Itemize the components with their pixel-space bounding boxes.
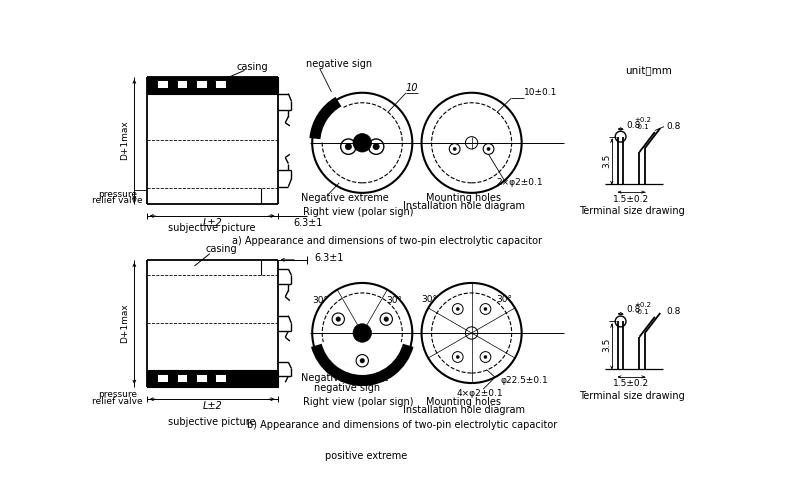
Circle shape bbox=[336, 317, 341, 322]
Text: 6.3±1: 6.3±1 bbox=[314, 253, 344, 263]
Text: 0.8: 0.8 bbox=[626, 121, 641, 130]
Circle shape bbox=[487, 148, 490, 151]
Text: D+1max: D+1max bbox=[121, 120, 130, 160]
Circle shape bbox=[456, 355, 459, 358]
Text: Mounting holes: Mounting holes bbox=[426, 193, 502, 203]
Circle shape bbox=[346, 144, 351, 150]
Text: relief valve: relief valve bbox=[92, 397, 142, 406]
Bar bbox=[215, 81, 226, 88]
Text: +0.2: +0.2 bbox=[634, 117, 651, 123]
Text: Negative extreme: Negative extreme bbox=[301, 373, 389, 383]
Bar bbox=[177, 81, 187, 88]
Text: subjective picture: subjective picture bbox=[168, 417, 256, 427]
Circle shape bbox=[456, 308, 459, 311]
Bar bbox=[158, 374, 168, 382]
Bar bbox=[196, 374, 206, 382]
Text: L±2: L±2 bbox=[202, 401, 222, 411]
Bar bbox=[146, 77, 278, 93]
Bar bbox=[215, 374, 226, 382]
Circle shape bbox=[453, 148, 456, 151]
Text: a) Appearance and dimensions of two-pin electrolytic capacitor: a) Appearance and dimensions of two-pin … bbox=[232, 236, 542, 246]
Bar bbox=[196, 374, 206, 382]
Text: casing: casing bbox=[206, 244, 237, 254]
Text: D+1max: D+1max bbox=[121, 304, 130, 343]
Text: 2×φ2±0.1: 2×φ2±0.1 bbox=[496, 178, 543, 187]
Circle shape bbox=[353, 134, 371, 152]
Bar bbox=[146, 370, 278, 387]
Circle shape bbox=[484, 355, 487, 358]
Bar bbox=[215, 374, 226, 382]
Text: b) Appearance and dimensions of two-pin electrolytic capacitor: b) Appearance and dimensions of two-pin … bbox=[247, 419, 558, 429]
Text: casing: casing bbox=[236, 62, 268, 73]
Text: 4×φ2±0.1: 4×φ2±0.1 bbox=[456, 389, 503, 398]
Text: pressure: pressure bbox=[98, 390, 137, 399]
Text: Mounting holes: Mounting holes bbox=[426, 397, 502, 407]
Text: 0.8: 0.8 bbox=[626, 305, 641, 315]
Text: Terminal size drawing: Terminal size drawing bbox=[579, 391, 685, 401]
Bar bbox=[196, 81, 206, 88]
Text: 0.8: 0.8 bbox=[666, 122, 681, 131]
Text: Installation hole diagram: Installation hole diagram bbox=[403, 405, 525, 415]
Text: 0.8: 0.8 bbox=[666, 307, 681, 316]
Bar bbox=[177, 81, 187, 88]
Circle shape bbox=[373, 144, 379, 150]
Text: 10±0.1: 10±0.1 bbox=[523, 88, 557, 97]
Text: negative sign: negative sign bbox=[306, 59, 372, 69]
Text: pressure: pressure bbox=[98, 190, 137, 199]
Text: 30°: 30° bbox=[386, 296, 402, 305]
Text: φ22.5±0.1: φ22.5±0.1 bbox=[501, 376, 549, 385]
Bar bbox=[177, 374, 187, 382]
Text: -0.1: -0.1 bbox=[636, 309, 650, 315]
Text: 10: 10 bbox=[406, 83, 418, 92]
Text: 1.5±0.2: 1.5±0.2 bbox=[614, 194, 650, 203]
Bar bbox=[177, 374, 187, 382]
Bar bbox=[196, 81, 206, 88]
Text: Right view (polar sign): Right view (polar sign) bbox=[303, 397, 414, 407]
Text: L±2: L±2 bbox=[202, 218, 222, 228]
Bar bbox=[158, 81, 168, 88]
Text: -0.1: -0.1 bbox=[636, 124, 650, 130]
Text: 3.5: 3.5 bbox=[602, 153, 611, 167]
Circle shape bbox=[484, 308, 487, 311]
Text: Right view (polar sign): Right view (polar sign) bbox=[303, 207, 414, 217]
Text: negative sign: negative sign bbox=[314, 383, 380, 394]
Text: Negative extreme: Negative extreme bbox=[301, 193, 389, 203]
Text: 3.5: 3.5 bbox=[602, 338, 611, 352]
Bar bbox=[158, 374, 168, 382]
Bar bbox=[158, 81, 168, 88]
Circle shape bbox=[353, 324, 371, 342]
Text: 30°: 30° bbox=[496, 295, 512, 304]
Text: Installation hole diagram: Installation hole diagram bbox=[403, 201, 525, 211]
Bar bbox=[215, 81, 226, 88]
Text: relief valve: relief valve bbox=[92, 196, 142, 205]
Text: subjective picture: subjective picture bbox=[168, 223, 256, 233]
Circle shape bbox=[360, 358, 365, 363]
Text: 6.3±1: 6.3±1 bbox=[293, 218, 322, 228]
Circle shape bbox=[384, 317, 389, 322]
Text: +0.2: +0.2 bbox=[634, 302, 651, 308]
Text: 1.5±0.2: 1.5±0.2 bbox=[614, 379, 650, 388]
Text: unit：mm: unit：mm bbox=[626, 66, 673, 76]
Text: Terminal size drawing: Terminal size drawing bbox=[579, 206, 685, 216]
Text: 30°: 30° bbox=[422, 295, 438, 304]
Text: 30°: 30° bbox=[312, 296, 328, 305]
Text: positive extreme: positive extreme bbox=[325, 451, 407, 461]
